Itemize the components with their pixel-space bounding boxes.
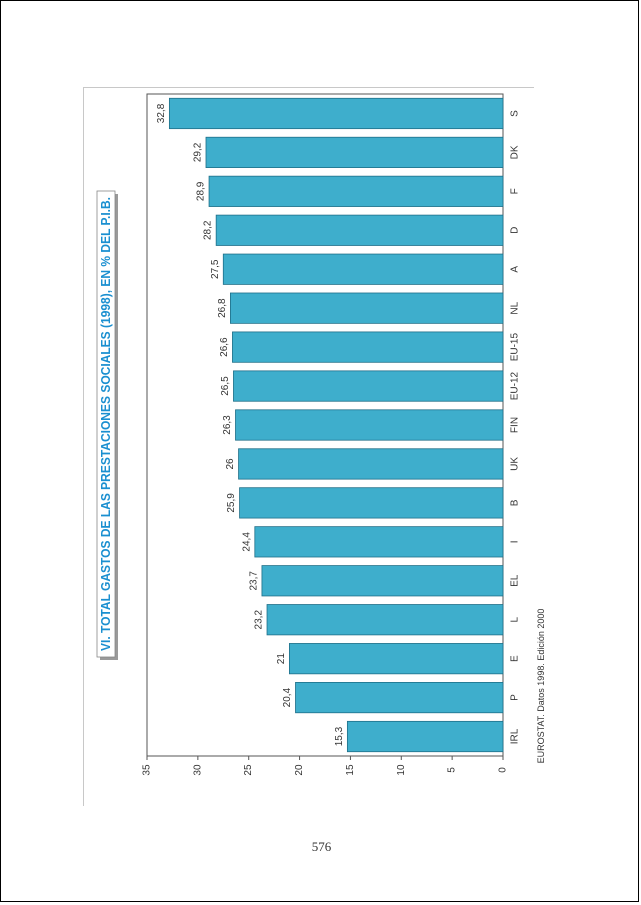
bar-f xyxy=(208,175,504,207)
category-label: S xyxy=(510,110,521,117)
axis-tick-label: 0 xyxy=(498,767,509,773)
value-label: 27,5 xyxy=(210,259,221,279)
value-label: 25,9 xyxy=(226,493,237,513)
category-label: IRL xyxy=(510,728,521,744)
value-label: 28,2 xyxy=(203,220,214,240)
value-label: 20,4 xyxy=(282,687,293,707)
bar-d xyxy=(215,214,504,246)
axis-tick-label: 15 xyxy=(345,764,356,776)
value-label: 28,9 xyxy=(196,181,207,201)
page-number: 576 xyxy=(311,839,332,854)
chart-title: VI. TOTAL GASTOS DE LAS PRESTACIONES SOC… xyxy=(99,197,113,651)
category-label: EU-12 xyxy=(510,371,521,400)
category-label: DK xyxy=(510,145,521,159)
category-label: EU-15 xyxy=(510,333,521,362)
category-label: L xyxy=(510,616,521,622)
bar-eu-12 xyxy=(233,370,504,402)
value-label: 24,4 xyxy=(241,532,252,552)
value-label: 15,3 xyxy=(334,726,345,746)
axis-tick-label: 25 xyxy=(243,764,254,776)
chart-source: EUROSTAT. Datos 1998. Edición 2000 xyxy=(536,609,546,764)
axis-tick-label: 35 xyxy=(142,764,153,776)
bar-s xyxy=(168,97,504,130)
bar-irl xyxy=(346,720,504,753)
value-label: 23,7 xyxy=(248,571,259,591)
value-labels-group: 32,8 29,2 28,9 28,2 27,5 26,8 26,6 26,5 26,3 26 25… xyxy=(156,103,345,746)
category-label: B xyxy=(510,499,521,506)
axis-tick-label: 5 xyxy=(447,767,458,773)
axis-tick-label: 20 xyxy=(294,764,305,776)
axis-tick-label: 30 xyxy=(192,764,203,776)
category-label: I xyxy=(510,540,521,543)
bar-fin xyxy=(235,409,504,441)
category-labels-group: S DK F D A NL EU-15 EU-12 FIN UK B I EL L E P IRL xyxy=(510,110,521,745)
value-label: 23,2 xyxy=(254,610,265,630)
value-label: 21 xyxy=(276,653,287,665)
bar-e xyxy=(288,643,504,675)
chart-title-box: VI. TOTAL GASTOS DE LAS PRESTACIONES SOC… xyxy=(96,190,118,660)
value-label: 26 xyxy=(225,458,236,470)
bar-l xyxy=(266,604,504,636)
category-label: E xyxy=(510,655,521,662)
bar-a xyxy=(222,253,504,285)
value-label: 26,5 xyxy=(220,376,231,396)
bars-group xyxy=(168,97,504,753)
category-label: D xyxy=(510,227,521,234)
axis-ticks-group: 35 30 25 20 15 10 5 0 xyxy=(142,756,509,776)
bar-nl xyxy=(230,292,504,324)
bar-eu-15 xyxy=(232,331,504,363)
value-label: 26,8 xyxy=(217,298,228,318)
value-label: 26,3 xyxy=(222,415,233,435)
value-label: 32,8 xyxy=(156,103,167,123)
chart-frame xyxy=(83,87,534,806)
category-label: UK xyxy=(510,457,521,471)
value-label: 29,2 xyxy=(192,142,203,162)
category-label: NL xyxy=(510,301,521,314)
value-label: 26,6 xyxy=(219,337,230,357)
bar-b xyxy=(239,487,504,519)
bar-dk xyxy=(205,136,504,168)
axis-tick-label: 10 xyxy=(396,764,407,776)
bar-p xyxy=(295,682,504,714)
bar-uk xyxy=(238,448,504,480)
category-label: F xyxy=(510,188,521,194)
category-label: A xyxy=(510,266,521,273)
category-label: P xyxy=(510,694,521,701)
bar-i xyxy=(254,526,504,558)
bar-el xyxy=(261,565,504,597)
category-label: FIN xyxy=(510,417,521,433)
category-label: EL xyxy=(510,574,521,587)
